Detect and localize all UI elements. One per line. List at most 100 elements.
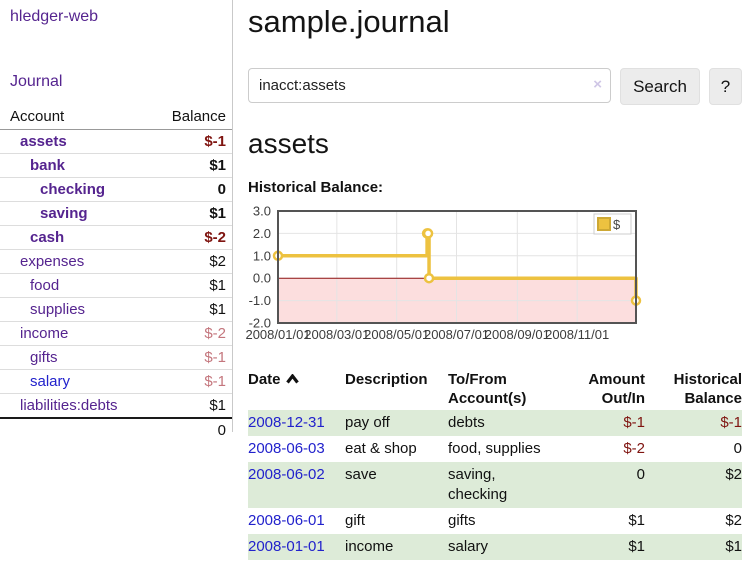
- account-heading: assets: [248, 128, 742, 160]
- register-description: gift: [345, 508, 448, 534]
- register-date-link[interactable]: 2008-06-01: [248, 512, 325, 529]
- register-accounts: gifts: [448, 508, 558, 534]
- register-col-amount[interactable]: Amount Out/In: [558, 368, 645, 410]
- register-amount: $1: [558, 534, 645, 560]
- register-accounts: saving, checking: [448, 462, 558, 508]
- account-link[interactable]: food: [30, 277, 59, 294]
- svg-text:1.0: 1.0: [253, 248, 271, 263]
- register-date-link[interactable]: 2008-01-01: [248, 538, 325, 555]
- svg-text:3.0: 3.0: [253, 204, 271, 219]
- register-accounts: debts: [448, 410, 558, 436]
- register-col-date[interactable]: Date: [248, 368, 345, 410]
- main-content: sample.journal × Search ? assets Histori…: [248, 0, 742, 560]
- register-col-description[interactable]: Description: [345, 368, 448, 410]
- register-balance: 0: [645, 436, 742, 462]
- register-accounts: food, supplies: [448, 436, 558, 462]
- svg-text:-1.0: -1.0: [249, 293, 271, 308]
- register-amount: 0: [558, 462, 645, 508]
- register-balance: $1: [645, 534, 742, 560]
- account-balance: $1: [153, 154, 232, 178]
- account-link[interactable]: saving: [40, 205, 88, 222]
- register-header-row: Date Description To/From Account(s) Amou…: [248, 368, 742, 410]
- account-link[interactable]: gifts: [30, 349, 58, 366]
- register-col-accounts[interactable]: To/From Account(s): [448, 368, 558, 410]
- svg-text:2.0: 2.0: [253, 226, 271, 241]
- account-balance: $1: [153, 274, 232, 298]
- account-balance: $1: [153, 202, 232, 226]
- account-balance: 0: [153, 178, 232, 202]
- account-balance: $-1: [153, 130, 232, 154]
- account-row: income$-2: [0, 322, 232, 346]
- register-date-link[interactable]: 2008-06-03: [248, 440, 325, 457]
- accounts-header-row: Account Balance: [0, 105, 232, 130]
- account-link[interactable]: income: [20, 325, 68, 342]
- account-row: assets $-1: [0, 130, 232, 154]
- account-row: supplies $1: [0, 298, 232, 322]
- account-balance: $1: [153, 394, 232, 419]
- account-row: expenses $2: [0, 250, 232, 274]
- account-row: food $1: [0, 274, 232, 298]
- accounts-col-account: Account: [0, 105, 153, 130]
- account-link[interactable]: checking: [40, 181, 105, 198]
- chart-canvas: 3.02.01.00.0-1.0-2.02008/01/012008/03/01…: [248, 205, 648, 347]
- account-row: bank $1: [0, 154, 232, 178]
- account-link[interactable]: liabilities:debts: [20, 397, 118, 414]
- register-date-link[interactable]: 2008-12-31: [248, 414, 325, 431]
- register-row: 2008-01-01incomesalary$1$1: [248, 534, 742, 560]
- svg-text:2008/07/01: 2008/07/01: [424, 327, 489, 342]
- search-input[interactable]: [248, 68, 611, 103]
- register-row: 2008-06-03eat & shopfood, supplies$-20: [248, 436, 742, 462]
- svg-text:2008/09/01: 2008/09/01: [485, 327, 550, 342]
- register-date-link[interactable]: 2008-06-02: [248, 466, 325, 483]
- account-link[interactable]: supplies: [30, 301, 85, 318]
- account-balance: $1: [153, 298, 232, 322]
- svg-text:2008/11/01: 2008/11/01: [545, 327, 609, 342]
- account-link[interactable]: assets: [20, 133, 67, 150]
- register-description: pay off: [345, 410, 448, 436]
- app-title-link[interactable]: hledger-web: [10, 8, 232, 26]
- svg-text:2008/05/01: 2008/05/01: [364, 327, 429, 342]
- account-balance: $-2: [153, 226, 232, 250]
- account-row: gifts $-1: [0, 346, 232, 370]
- chart-title: Historical Balance:: [248, 179, 742, 196]
- account-link[interactable]: cash: [30, 229, 64, 246]
- search-form: × Search ?: [248, 68, 742, 105]
- historical-balance-chart: 3.02.01.00.0-1.0-2.02008/01/012008/03/01…: [248, 205, 648, 347]
- page-title: sample.journal: [248, 4, 742, 40]
- search-button[interactable]: Search: [620, 68, 700, 105]
- register-description: income: [345, 534, 448, 560]
- register-row: 2008-06-02savesaving, checking0$2: [248, 462, 742, 508]
- register-accounts: salary: [448, 534, 558, 560]
- register-row: 2008-06-01giftgifts$1$2: [248, 508, 742, 534]
- account-link[interactable]: expenses: [20, 253, 84, 270]
- sort-asc-icon: [286, 374, 299, 384]
- register-amount: $-1: [558, 410, 645, 436]
- help-button[interactable]: ?: [709, 68, 742, 105]
- register-balance: $-1: [645, 410, 742, 436]
- register-table-body: 2008-12-31pay offdebts$-1$-12008-06-03ea…: [248, 410, 742, 560]
- account-balance: $2: [153, 250, 232, 274]
- register-balance: $2: [645, 462, 742, 508]
- clear-search-icon[interactable]: ×: [593, 76, 602, 94]
- account-row: liabilities:debts $1: [0, 394, 232, 419]
- accounts-total: 0: [153, 418, 232, 442]
- register-row: 2008-12-31pay offdebts$-1$-1: [248, 410, 742, 436]
- accounts-table: Account Balance assets $-1 bank $1 checking 0…: [0, 105, 232, 442]
- account-row: checking 0: [0, 178, 232, 202]
- accounts-col-balance: Balance: [153, 105, 232, 130]
- register-table: Date Description To/From Account(s) Amou…: [248, 368, 742, 560]
- register-col-balance[interactable]: Historical Balance: [645, 368, 742, 410]
- account-link[interactable]: salary: [30, 373, 70, 390]
- svg-text:$: $: [613, 217, 621, 232]
- register-description: eat & shop: [345, 436, 448, 462]
- account-link[interactable]: bank: [30, 157, 65, 174]
- sidebar-item-journal[interactable]: Journal: [10, 73, 232, 91]
- account-row: cash $-2: [0, 226, 232, 250]
- account-row: saving $1: [0, 202, 232, 226]
- svg-text:0.0: 0.0: [253, 271, 271, 286]
- account-balance: $-1: [153, 346, 232, 370]
- account-row: salary $-1: [0, 370, 232, 394]
- register-balance: $2: [645, 508, 742, 534]
- account-balance: $-1: [153, 370, 232, 394]
- accounts-table-body: assets$-1bank$1checking0saving$1cash$-2e…: [0, 130, 232, 443]
